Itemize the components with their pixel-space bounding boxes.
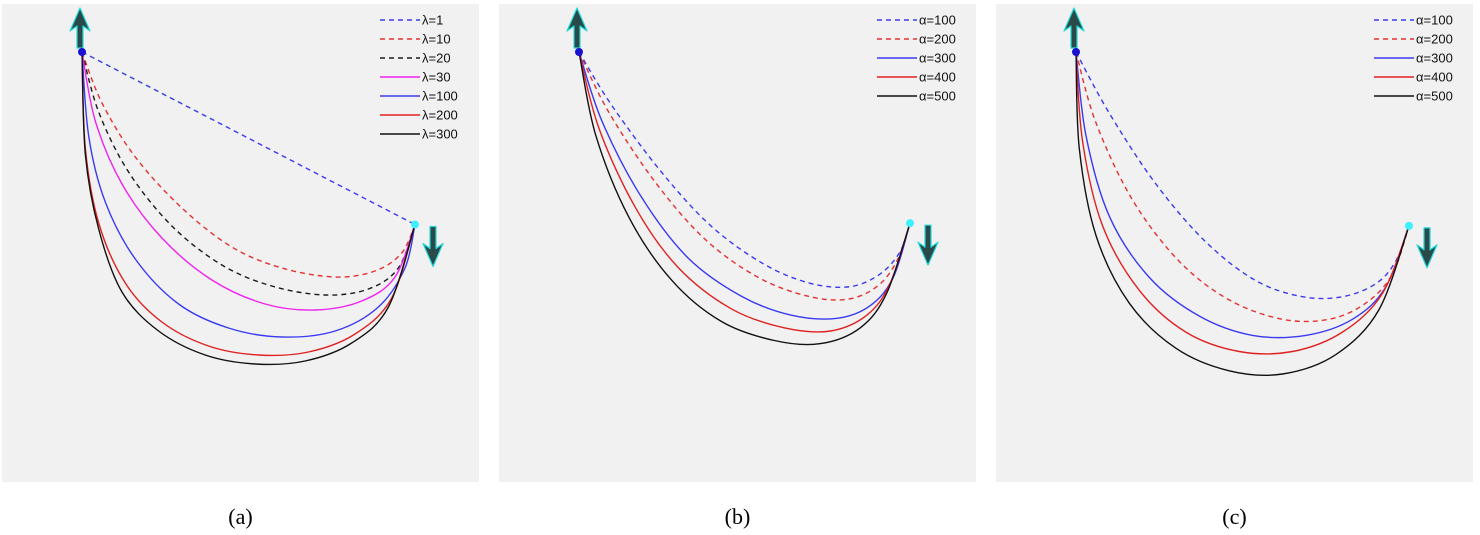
series-line-a-5 [81,51,416,357]
chart-panel-a: λ=1 λ=10 λ=20 λ=30 λ=100 λ=200 λ=300 [2,4,479,482]
end-point-b [906,219,914,228]
series-line-c-3 [1075,51,1410,355]
legend-label-a-5: λ=200 [422,108,458,123]
series-line-c-4 [1075,51,1410,377]
end-arrow-b [917,224,939,266]
end-arrow-a [422,225,444,268]
legend-label-b-2: α=300 [919,51,956,66]
caption-b: (b) [724,504,751,529]
series-line-a-6 [81,51,416,366]
series-line-c-0 [1075,51,1410,300]
end-arrow-c [1416,227,1438,269]
legend-label-c-0: α=100 [1416,13,1453,28]
legend-label-a-6: λ=300 [422,127,458,142]
legend-label-c-3: α=400 [1416,70,1453,85]
chart-panel-b: α=100 α=200 α=300 α=400 α=500 [499,4,976,482]
series-line-b-3 [578,51,911,333]
legend-label-c-4: α=500 [1416,89,1453,104]
legend-label-a-3: λ=30 [422,70,451,85]
start-point-b [575,48,583,56]
series-line-b-4 [578,51,911,346]
end-point-c [1405,221,1413,230]
legend-label-c-2: α=300 [1416,51,1453,66]
legend-label-b-4: α=500 [919,89,956,104]
series-line-b-0 [578,51,911,288]
series-line-a-2 [81,51,416,296]
series-line-b-2 [578,51,911,320]
legend-label-a-2: λ=20 [422,51,451,66]
chart-plot-b: α=100 α=200 α=300 α=400 α=500 [566,7,956,346]
start-arrow-b [566,7,588,49]
caption-a: (a) [228,504,253,529]
start-point-a [78,48,86,56]
series-line-c-1 [1075,51,1410,323]
start-arrow-a [69,7,91,49]
legend-label-c-1: α=200 [1416,32,1453,47]
caption-c: (c) [1222,504,1247,529]
start-point-c [1072,48,1080,56]
legend-label-a-0: λ=1 [422,13,443,28]
chart-plot-c: α=100 α=200 α=300 α=400 α=500 [1063,7,1453,377]
end-point-a [411,220,419,229]
legend-label-b-0: α=100 [919,13,956,28]
series-line-a-4 [81,51,416,338]
legend-label-a-1: λ=10 [422,32,451,47]
legend-label-b-3: α=400 [919,70,956,85]
legend-label-b-1: α=200 [919,32,956,47]
series-line-a-0 [81,51,416,226]
legend-label-a-4: λ=100 [422,89,458,104]
start-arrow-c [1063,7,1085,49]
series-line-a-1 [81,51,416,278]
series-line-c-2 [1075,51,1410,339]
chart-panel-c: α=100 α=200 α=300 α=400 α=500 [996,4,1473,482]
chart-plot-a: λ=1 λ=10 λ=20 λ=30 λ=100 λ=200 λ=300 [69,7,458,366]
series-line-a-3 [81,51,416,311]
